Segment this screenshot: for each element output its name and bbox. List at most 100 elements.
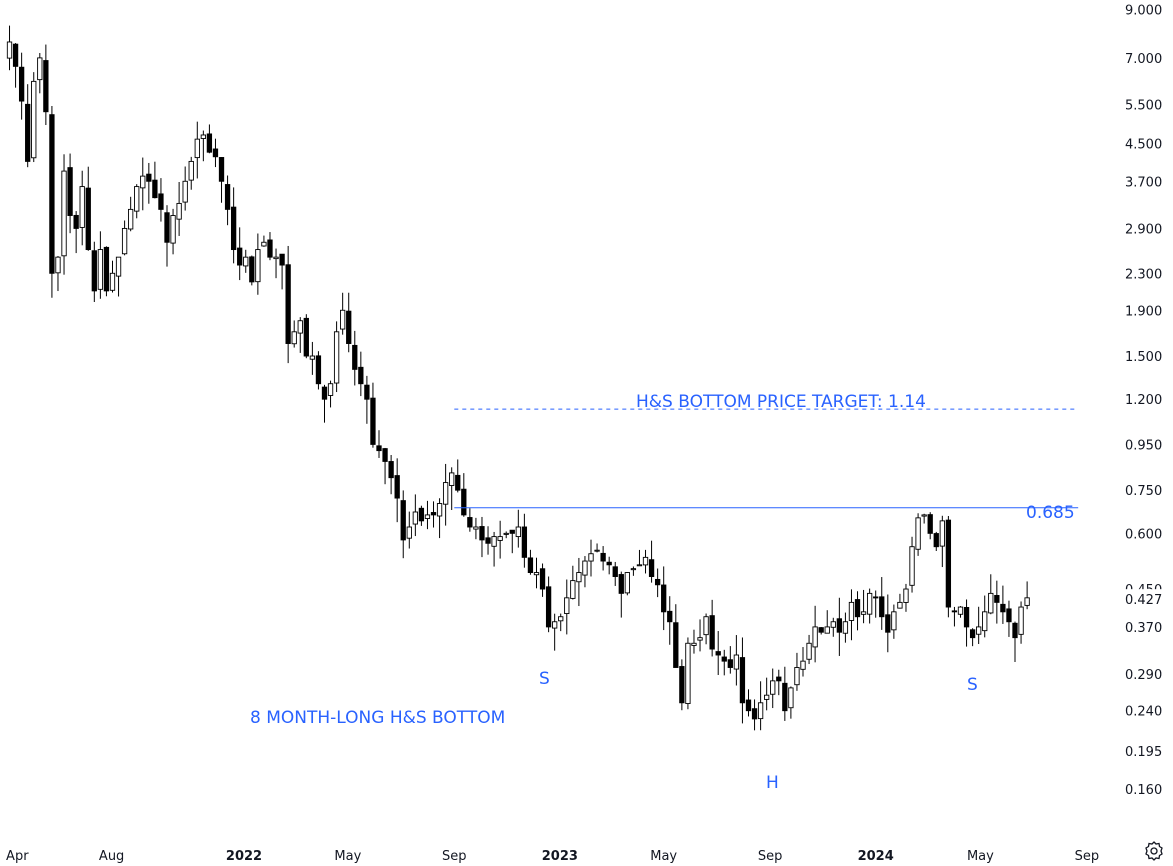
- candle: [382, 447, 388, 485]
- candle-body: [461, 488, 467, 516]
- candle: [515, 509, 521, 548]
- candle: [152, 161, 158, 199]
- candle-body: [860, 611, 867, 615]
- gear-icon[interactable]: [1143, 840, 1165, 862]
- left-shoulder-label: S: [539, 669, 550, 689]
- candle: [727, 646, 733, 674]
- candle-body: [945, 519, 952, 608]
- candle: [497, 520, 503, 559]
- candle-body: [364, 384, 370, 400]
- candle: [1018, 601, 1024, 644]
- candle: [188, 156, 194, 190]
- candle-body: [97, 249, 104, 290]
- candle-body: [751, 708, 758, 720]
- candle-body: [533, 572, 540, 576]
- candle: [442, 463, 449, 526]
- candle-body: [255, 249, 261, 283]
- last-price-badge: [1112, 589, 1173, 609]
- candle-body: [939, 520, 945, 547]
- candle-body: [140, 175, 146, 189]
- candle: [733, 635, 740, 686]
- candle: [951, 606, 958, 627]
- candle: [909, 536, 915, 593]
- candle-body: [630, 568, 637, 571]
- candle-body: [976, 626, 982, 635]
- candle-body: [648, 559, 655, 577]
- candle-body: [194, 138, 200, 159]
- candle: [49, 105, 55, 298]
- candle-body: [121, 227, 128, 255]
- pattern-label: 8 MONTH-LONG H&S BOTTOM: [250, 708, 505, 728]
- candle: [18, 52, 25, 120]
- candle: [636, 549, 643, 567]
- candle: [85, 166, 91, 251]
- y-tick-label: 1.200: [1125, 393, 1162, 408]
- candle-body: [61, 170, 67, 257]
- candle: [261, 235, 267, 247]
- candle-body: [333, 331, 340, 384]
- candle-body: [733, 654, 740, 670]
- candle-body: [49, 114, 55, 274]
- candle: [679, 659, 685, 711]
- x-tick-label: Sep: [758, 849, 783, 864]
- candle-body: [128, 208, 134, 230]
- candle: [237, 227, 243, 281]
- candle: [558, 613, 564, 632]
- candle: [945, 515, 952, 618]
- candle: [140, 157, 146, 211]
- candle: [703, 613, 709, 645]
- candle: [757, 681, 764, 731]
- candle-body: [243, 256, 249, 267]
- candle: [751, 699, 758, 731]
- candle: [824, 610, 830, 634]
- candle-body: [1000, 603, 1006, 613]
- candle: [673, 604, 679, 668]
- candle-body: [982, 611, 988, 632]
- candle-body: [164, 212, 170, 243]
- neckline-label: 0.685: [1026, 503, 1075, 523]
- candle: [376, 430, 382, 458]
- candle-body: [442, 482, 449, 505]
- y-tick-label: 0.290: [1125, 668, 1162, 683]
- x-tick-label: Apr: [6, 849, 29, 864]
- candle: [327, 380, 334, 408]
- candle: [461, 473, 467, 517]
- candle-body: [576, 572, 582, 583]
- candle-body: [6, 41, 13, 59]
- candle: [1006, 600, 1012, 637]
- candle: [776, 669, 782, 696]
- candle-body: [721, 656, 727, 662]
- candle: [866, 588, 873, 624]
- candle: [1000, 585, 1006, 624]
- candle: [370, 382, 376, 448]
- candle-body: [988, 592, 994, 614]
- candle-body: [691, 642, 697, 646]
- candle: [491, 531, 497, 567]
- candle-body: [182, 180, 188, 203]
- candle-body: [866, 592, 873, 615]
- candle-body: [642, 556, 649, 566]
- candle-body: [745, 699, 752, 712]
- candle: [533, 557, 540, 589]
- candle-body: [424, 514, 431, 519]
- candle: [218, 157, 225, 203]
- candle: [1012, 621, 1018, 663]
- candle: [879, 577, 885, 630]
- candle-body: [394, 475, 400, 499]
- candle-body: [85, 187, 91, 251]
- x-tick-label: 2022: [226, 849, 262, 864]
- candle: [333, 321, 340, 393]
- candle: [406, 511, 412, 549]
- candle: [309, 341, 316, 375]
- candle: [315, 351, 322, 390]
- candle: [642, 549, 649, 574]
- candle: [576, 557, 582, 607]
- candle: [618, 571, 624, 618]
- y-tick-label: 4.500: [1125, 137, 1162, 152]
- candle: [388, 454, 394, 495]
- candle-body: [497, 536, 503, 541]
- candle-body: [558, 616, 564, 622]
- candle-body: [297, 320, 303, 334]
- candle: [982, 595, 988, 638]
